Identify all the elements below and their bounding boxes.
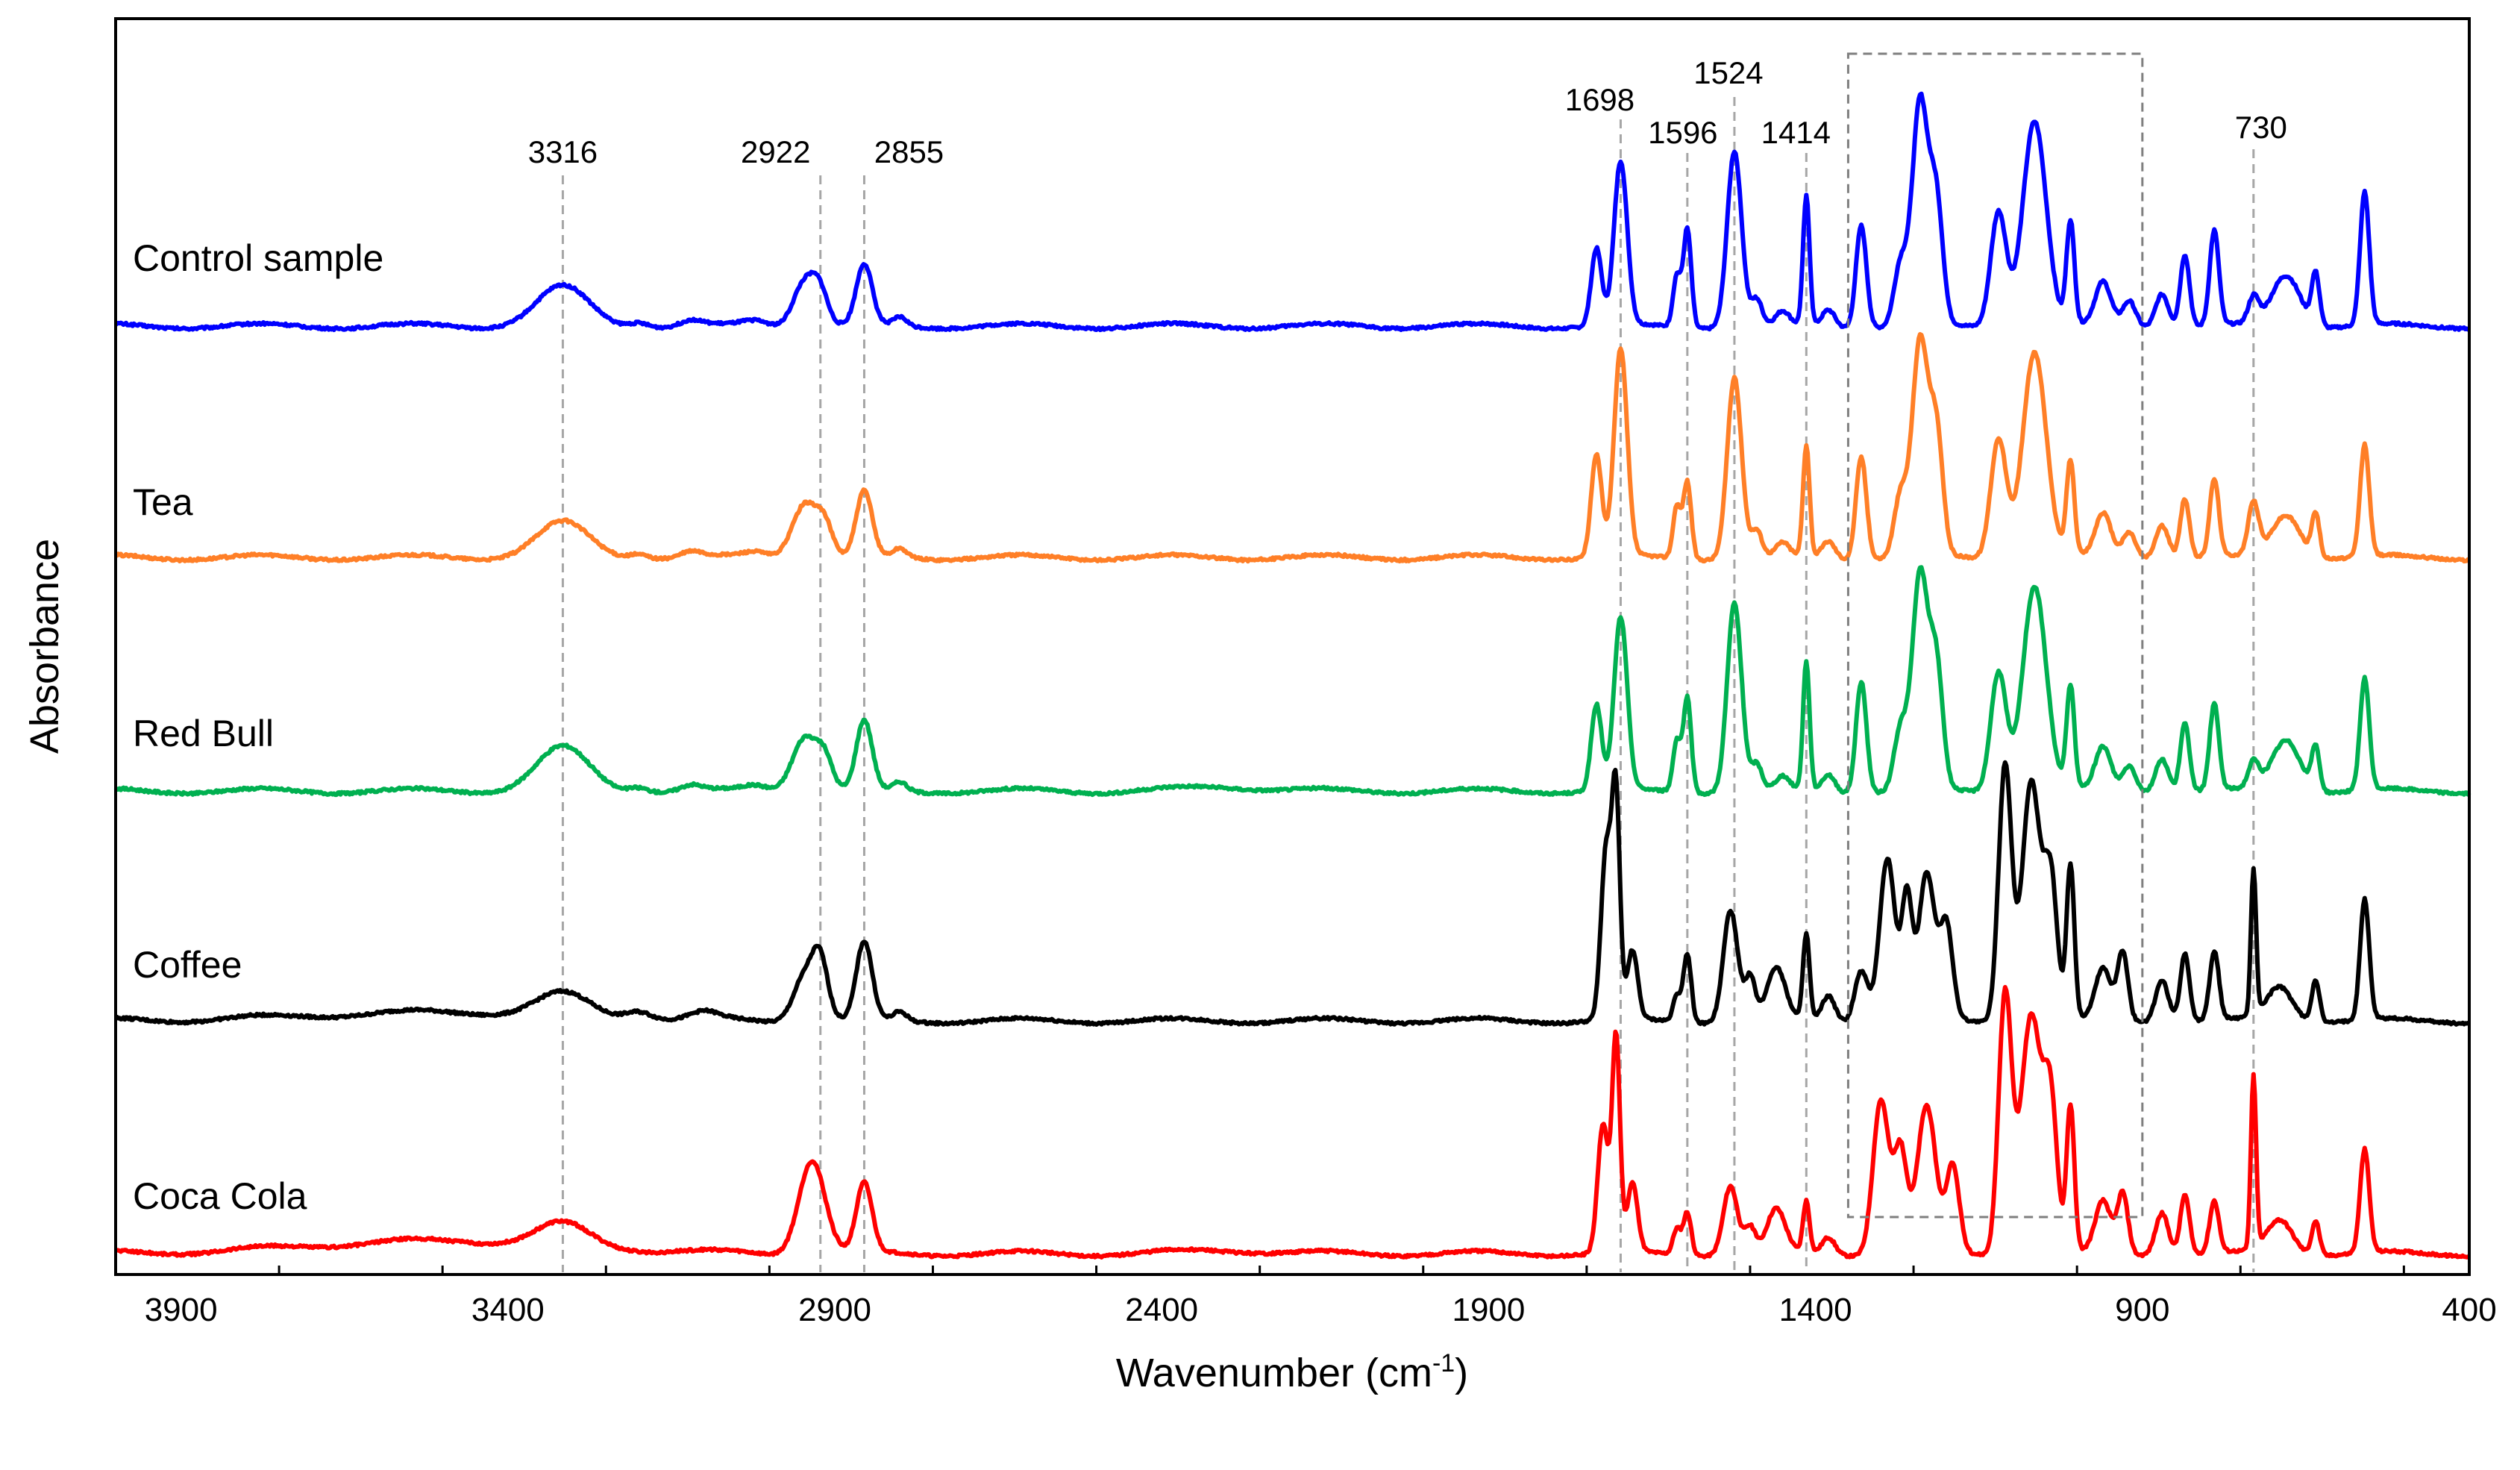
- x-axis-title-text: Wavenumber (cm: [1116, 1351, 1432, 1395]
- x-tick-label-3900: 3900: [145, 1292, 218, 1328]
- series-line-coffee: [114, 760, 2471, 1027]
- series-line-coca-cola: [114, 985, 2472, 1260]
- x-axis-tick-labels: 3900 3400 2900 2400 1900 1400 900 400: [145, 1292, 2497, 1328]
- peak-label-2922: 2922: [741, 134, 810, 169]
- x-tick-label-900: 900: [2115, 1292, 2169, 1328]
- series-label-red-bull: Red Bull: [133, 713, 274, 754]
- series-label-coca-cola: Coca Cola: [133, 1175, 307, 1217]
- peak-label-1698: 1698: [1565, 82, 1634, 117]
- series-label-coffee: Coffee: [133, 944, 242, 986]
- series-labels: Control sample Tea Red Bull Coffee Coca Cola: [133, 237, 383, 1217]
- series-line-control-sample: [114, 91, 2471, 333]
- x-axis-title: Wavenumber (cm-1): [1116, 1349, 1468, 1395]
- peak-label-730: 730: [2235, 110, 2287, 145]
- x-axis-title-superscript: -1: [1432, 1349, 1455, 1377]
- series-label-control-sample: Control sample: [133, 237, 383, 279]
- x-tick-label-1900: 1900: [1452, 1292, 1525, 1328]
- x-axis-title-suffix: ): [1455, 1351, 1468, 1395]
- x-tick-label-400: 400: [2442, 1292, 2496, 1328]
- series-line-red-bull: [113, 565, 2472, 798]
- series-line-tea: [113, 332, 2471, 564]
- y-axis-title: Absorbance: [22, 539, 67, 754]
- peak-label-1524: 1524: [1693, 55, 1763, 90]
- highlight-region-box: [1846, 52, 2144, 1219]
- spectra-series: [113, 91, 2472, 1260]
- peak-label-1596: 1596: [1648, 115, 1717, 150]
- peak-label-1414: 1414: [1761, 115, 1831, 150]
- series-label-tea: Tea: [133, 481, 193, 523]
- peak-labels: 3316 2922 2855 1698 1596 1524 1414 730: [528, 55, 2287, 169]
- x-tick-label-2400: 2400: [1125, 1292, 1198, 1328]
- peak-label-2855: 2855: [874, 134, 944, 169]
- x-tick-label-1400: 1400: [1779, 1292, 1852, 1328]
- x-tick-label-2900: 2900: [798, 1292, 871, 1328]
- x-axis-ticks: [114, 1266, 2405, 1274]
- x-tick-label-3400: 3400: [471, 1292, 545, 1328]
- peak-label-3316: 3316: [528, 134, 598, 169]
- plot-frame: [114, 17, 2471, 1276]
